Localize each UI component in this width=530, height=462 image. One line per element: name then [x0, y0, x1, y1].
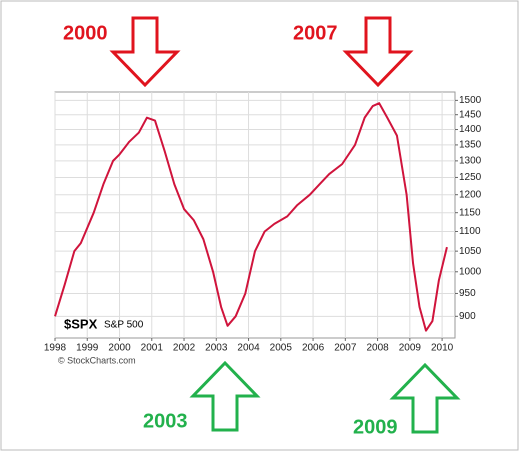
- y-tick-label: 1250: [459, 172, 482, 183]
- x-tick-label: 2003: [205, 343, 228, 354]
- x-tick-label: 2002: [173, 343, 196, 354]
- y-tick-label: 1050: [459, 246, 482, 257]
- annotation: 2000: [63, 22, 108, 44]
- plot-border: [54, 91, 456, 339]
- annotation: 2009: [353, 416, 398, 438]
- down-arrow: [342, 16, 414, 88]
- y-tick-label: 1000: [459, 266, 482, 277]
- x-tick-label: 2008: [366, 343, 389, 354]
- y-tick-label: 1300: [459, 156, 482, 167]
- x-tick-label: 2007: [334, 343, 357, 354]
- y-tick-label: 1100: [459, 226, 481, 237]
- credit: © StockCharts.com: [58, 355, 136, 365]
- plot-area: [54, 91, 456, 339]
- x-tick-label: 2010: [431, 343, 454, 354]
- x-tick-label: 2000: [108, 343, 131, 354]
- x-tick-label: 2001: [141, 343, 164, 354]
- y-tick-label: 1200: [459, 189, 482, 200]
- symbol: $SPX: [64, 316, 98, 331]
- x-tick-label: 1999: [76, 343, 99, 354]
- x-tick-label: 2004: [237, 343, 260, 354]
- annotation: 2007: [293, 22, 338, 44]
- down-arrow: [109, 16, 181, 88]
- y-tick-label: 1400: [459, 124, 482, 135]
- line: [54, 102, 448, 332]
- x-tick-label: 2005: [270, 343, 293, 354]
- symbol-name: S&P 500: [104, 320, 144, 331]
- x-tick-label: 2009: [399, 343, 422, 354]
- y-tick-label: 1500: [459, 95, 482, 106]
- y-tick-label: 1150: [459, 207, 481, 218]
- y-tick-label: 900: [459, 311, 476, 322]
- y-tick-label: 950: [459, 288, 476, 299]
- y-tick-label: 1450: [459, 109, 482, 120]
- y-tick-label: 1350: [459, 140, 482, 151]
- x-tick-label: 2006: [302, 343, 325, 354]
- x-tick-label: 1998: [44, 343, 67, 354]
- up-arrow: [189, 360, 261, 432]
- up-arrow: [389, 362, 461, 434]
- annotation: 2003: [143, 410, 188, 432]
